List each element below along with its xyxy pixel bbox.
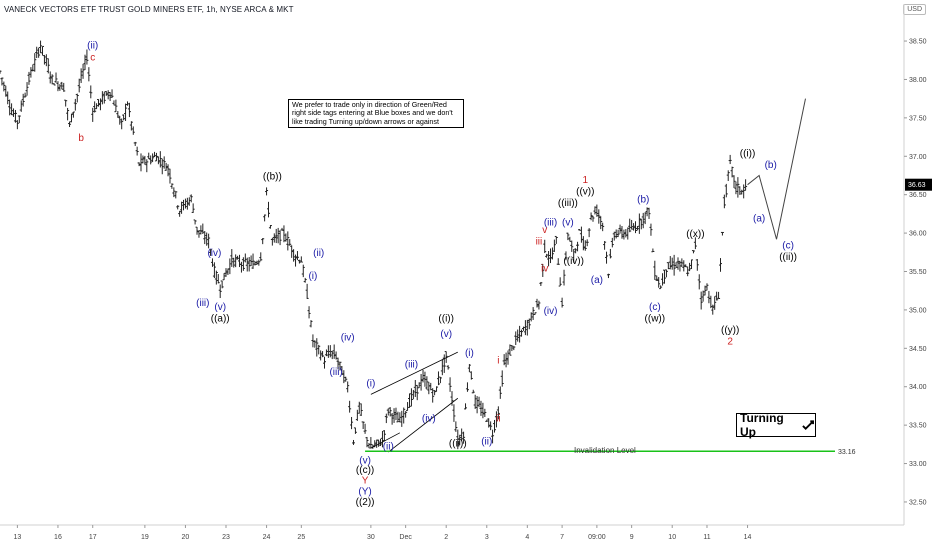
last-price-badge <box>905 178 932 191</box>
wave-label: Y <box>362 476 369 487</box>
turning-up-label: Turning Up <box>740 411 784 439</box>
wave-label: (iii) <box>329 367 342 378</box>
wave-label: (ii) <box>313 248 324 259</box>
price-tick-label: 36.50 <box>909 192 927 199</box>
wave-label: ((ii)) <box>449 439 467 450</box>
check-arrow-icon <box>802 420 815 430</box>
price-tick-label: 35.50 <box>909 269 927 276</box>
strategy-note: We prefer to trade only in direction of … <box>288 99 464 129</box>
wave-label: 2 <box>727 336 733 347</box>
time-tick-label: 24 <box>263 534 271 541</box>
time-tick-label: 9 <box>630 534 634 541</box>
invalidation-label: Invalidation Level <box>574 446 636 455</box>
time-tick-label: 10 <box>668 534 676 541</box>
wave-label: (v) <box>214 302 226 313</box>
wave-label: ((v)) <box>576 187 594 198</box>
wave-label: (v) <box>440 329 452 340</box>
wave-label: (iii) <box>544 217 557 228</box>
channel-upper-line <box>370 351 458 395</box>
wave-label: ((a)) <box>211 313 230 324</box>
time-tick-label: 23 <box>222 534 230 541</box>
price-tick-label: 33.50 <box>909 423 927 430</box>
wave-label: ((c)) <box>356 465 374 476</box>
wave-label: v <box>542 225 547 236</box>
time-tick-label: 20 <box>182 534 190 541</box>
time-tick-label: 14 <box>744 534 752 541</box>
time-tick-label: 16 <box>54 534 62 541</box>
time-tick-label: 19 <box>141 534 149 541</box>
wave-label: iii <box>536 237 543 248</box>
wave-label: (iv) <box>544 306 558 317</box>
wave-label: c <box>90 52 95 63</box>
wave-label: ((iii)) <box>558 198 578 209</box>
time-tick-label: 13 <box>13 534 21 541</box>
wave-label: (v) <box>359 456 371 467</box>
wave-label: (iii) <box>196 298 209 309</box>
turning-up-box: Turning Up <box>736 411 816 439</box>
price-tick-label: 38.00 <box>909 77 927 84</box>
wave-label: (c) <box>782 240 794 251</box>
wave-label: (i) <box>465 348 474 359</box>
wave-label: (Y) <box>358 486 371 497</box>
price-tick-label: 38.50 <box>909 39 927 46</box>
time-tick-label: 25 <box>297 534 305 541</box>
time-tick-label: 11 <box>703 534 710 541</box>
wave-label: i <box>497 356 499 367</box>
time-tick-label: 3 <box>485 534 489 541</box>
wave-label: ii <box>496 413 500 424</box>
wave-label: ((b)) <box>263 171 282 182</box>
wave-label: (a) <box>591 275 603 286</box>
wave-label: ((x)) <box>686 229 704 240</box>
wave-label: (i) <box>366 379 375 390</box>
price-tick-label: 33.00 <box>909 461 927 468</box>
time-tick-label: Dec <box>399 534 412 541</box>
wave-label: (b) <box>765 160 777 171</box>
wave-label: ((y)) <box>721 325 739 336</box>
wave-label: ((i)) <box>438 313 454 324</box>
wave-label: (i) <box>308 271 317 282</box>
wave-label: (iii) <box>405 360 418 371</box>
wave-label: (iv) <box>422 413 436 424</box>
wave-label: (ii) <box>87 41 98 52</box>
price-tick-label: 32.50 <box>909 499 927 506</box>
price-tick-label: 37.50 <box>909 115 927 122</box>
wave-label: ((2)) <box>356 497 375 508</box>
price-tick-label: 34.00 <box>909 384 927 391</box>
projection-path <box>747 98 806 240</box>
price-tick-label: 35.00 <box>909 307 927 314</box>
wave-label: (ii) <box>383 442 394 453</box>
wave-label: ((ii)) <box>779 252 797 263</box>
channel-lower-line <box>388 397 459 453</box>
invalidation-price-label: 33.16 <box>838 449 856 456</box>
wave-label: iv <box>541 264 548 275</box>
time-tick-label: 2 <box>444 534 448 541</box>
price-tick-label: 36.00 <box>909 231 927 238</box>
wave-label: (c) <box>649 302 661 313</box>
time-tick-label: 4 <box>525 534 529 541</box>
wave-label: (ii) <box>481 436 492 447</box>
time-tick-label: 09:00 <box>588 534 606 541</box>
wave-label: ((w)) <box>645 313 666 324</box>
channel-lower-stub <box>370 432 401 449</box>
wave-label: (b) <box>637 194 649 205</box>
wave-label: (iv) <box>207 248 221 259</box>
wave-label: b <box>78 133 84 144</box>
last-price-label: 36.63 <box>908 182 926 189</box>
wave-label: (a) <box>753 214 765 225</box>
time-tick-label: 17 <box>89 534 97 541</box>
price-tick-label: 37.00 <box>909 154 927 161</box>
wave-label: ((iv)) <box>563 256 584 267</box>
price-tick-label: 34.50 <box>909 346 927 353</box>
time-tick-label: 30 <box>367 534 375 541</box>
wave-label: ((i)) <box>740 148 756 159</box>
wave-label: 1 <box>583 175 589 186</box>
wave-label: (v) <box>562 217 574 228</box>
chart-title: VANECK VECTORS ETF TRUST GOLD MINERS ETF… <box>4 5 294 14</box>
wave-label: (iv) <box>341 333 355 344</box>
time-tick-label: 7 <box>560 534 564 541</box>
